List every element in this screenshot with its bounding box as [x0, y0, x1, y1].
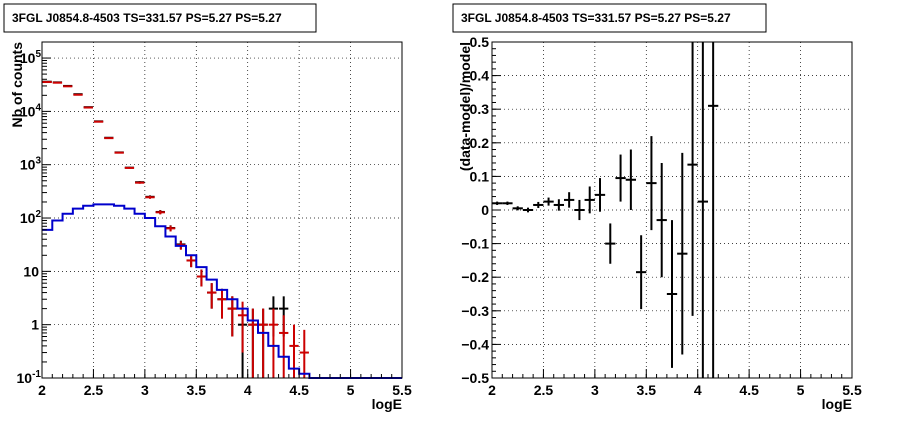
right-y-tick-label: −0.3 — [461, 303, 489, 319]
left-x-tick-label: 2.5 — [84, 382, 104, 398]
right-series — [492, 42, 719, 378]
left-y-tick-label: 102 — [20, 209, 42, 226]
left-x-tick-label: 5 — [347, 382, 355, 398]
left-y-tick-label: 1 — [31, 317, 39, 333]
right-chart: 3FGL J0854.8-4503 TS=331.57 PS=5.27 PS=5… — [452, 3, 862, 412]
right-x-ticks: 2 2.5 3 3.5 4 4.5 5 5.5 — [488, 369, 862, 398]
right-x-tick-label: 2.5 — [534, 382, 554, 398]
left-x-tick-label: 4 — [244, 382, 252, 398]
left-x-tick-label: 5.5 — [392, 382, 412, 398]
right-y-tick-label: −0.4 — [461, 336, 489, 352]
left-x-ticks: 2 2.5 3 3.5 4 4.5 5 5.5 — [38, 369, 412, 398]
right-x-axis-title: logE — [822, 396, 852, 412]
right-y-tick-label: −0.5 — [461, 370, 489, 386]
right-y-ticks: −0.5 −0.4 −0.3 −0.2 −0.1 0 0.1 0.2 0.3 0.4 0.5 — [461, 34, 501, 386]
left-plot-frame — [41, 41, 403, 379]
right-x-tick-label: 5.5 — [842, 382, 862, 398]
left-x-axis-title: logE — [372, 396, 402, 412]
right-x-tick-label: 2 — [488, 382, 496, 398]
right-y-tick-label: 0.1 — [470, 168, 490, 184]
left-y-axis-title: Nb of counts — [9, 42, 25, 128]
right-y-tick-label: 0.5 — [470, 34, 490, 50]
right-y-axis-title: (data-model)/model — [457, 42, 473, 171]
right-y-tick-label: −0.1 — [461, 236, 489, 252]
right-x-tick-label: 4 — [694, 382, 702, 398]
left-title: 3FGL J0854.8-4503 TS=331.57 PS=5.27 PS=5… — [12, 11, 282, 25]
right-y-tick-label: 0.4 — [470, 68, 490, 84]
right-title: 3FGL J0854.8-4503 TS=331.57 PS=5.27 PS=5… — [461, 11, 731, 25]
right-y-tick-label: 0.3 — [470, 101, 490, 117]
right-y-tick-label: −0.2 — [461, 269, 489, 285]
right-x-tick-label: 3 — [591, 382, 599, 398]
right-x-tick-label: 4.5 — [739, 382, 759, 398]
right-title-box — [452, 3, 767, 33]
left-y-tick-label: 103 — [20, 156, 42, 173]
model-step-line — [42, 203, 402, 379]
left-series — [42, 80, 402, 379]
left-y-tick-label: 10 — [23, 263, 39, 279]
left-grid — [42, 42, 402, 378]
left-title-box — [3, 3, 317, 33]
right-y-tick-label: 0.2 — [470, 135, 490, 151]
right-x-tick-label: 5 — [797, 382, 805, 398]
left-x-tick-label: 4.5 — [289, 382, 309, 398]
right-x-tick-label: 3.5 — [637, 382, 657, 398]
left-chart: 3FGL J0854.8-4503 TS=331.57 PS=5.27 PS=5… — [3, 3, 412, 412]
left-x-tick-label: 2 — [38, 382, 46, 398]
left-x-tick-label: 3 — [141, 382, 149, 398]
right-y-tick-label: 0 — [481, 202, 489, 218]
left-x-tick-label: 3.5 — [187, 382, 207, 398]
